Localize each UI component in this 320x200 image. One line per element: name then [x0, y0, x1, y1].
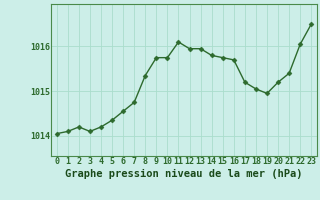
- X-axis label: Graphe pression niveau de la mer (hPa): Graphe pression niveau de la mer (hPa): [65, 169, 303, 179]
